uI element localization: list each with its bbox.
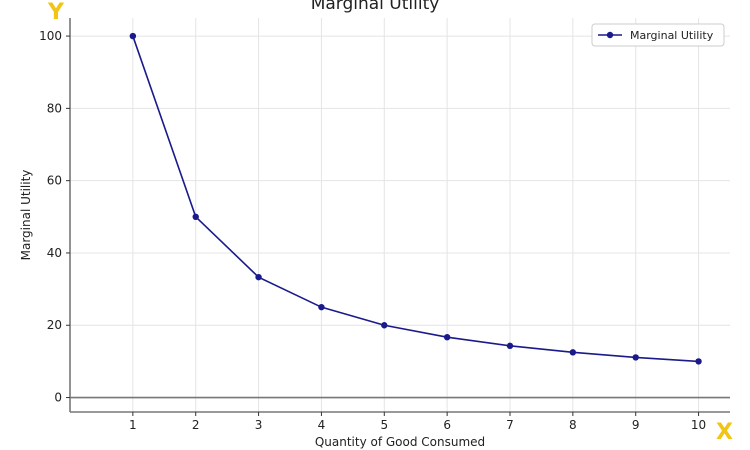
y-tick-label: 80 <box>47 101 62 115</box>
data-point <box>192 213 199 221</box>
x-tick-label: 1 <box>129 418 137 432</box>
x-axis-label: Quantity of Good Consumed <box>315 435 485 449</box>
legend-label: Marginal Utility <box>630 29 714 42</box>
x-tick-label: 10 <box>691 418 706 432</box>
y-tick-label: 60 <box>47 174 62 188</box>
y-tick-label: 0 <box>54 391 62 405</box>
legend: Marginal Utility <box>591 23 725 47</box>
y-axis-label: Marginal Utility <box>19 170 33 261</box>
data-point <box>318 303 325 311</box>
series-line <box>132 35 699 363</box>
x-tick-label: 5 <box>380 418 388 432</box>
x-tick-label: 8 <box>569 418 577 432</box>
data-point <box>129 32 137 40</box>
x-tick-label: 3 <box>255 418 263 432</box>
x-corner-label: X <box>716 420 733 445</box>
data-point <box>443 333 451 341</box>
series-group <box>129 32 702 365</box>
data-point <box>632 354 639 361</box>
x-tick-label: 2 <box>192 418 200 432</box>
grid-lines <box>70 18 730 412</box>
chart-title: Marginal Utility <box>310 0 440 14</box>
x-tick-label: 9 <box>632 418 640 432</box>
legend-marker <box>606 31 614 39</box>
x-tick-label: 4 <box>318 418 326 432</box>
data-point <box>569 349 577 356</box>
x-tick-label: 6 <box>443 418 451 432</box>
data-point <box>695 358 702 365</box>
data-point <box>255 273 262 281</box>
y-tick-label: 40 <box>47 246 62 260</box>
tick-labels: 0 20 40 60 80 100 1 2 3 4 5 6 7 8 9 10 <box>39 29 706 432</box>
legend-box <box>591 23 725 47</box>
y-tick-label: 100 <box>39 29 62 43</box>
y-tick-label: 20 <box>47 318 62 332</box>
data-point <box>381 322 388 329</box>
data-point <box>506 342 514 350</box>
x-tick-label: 7 <box>506 418 514 432</box>
y-corner-label: Y <box>48 0 64 25</box>
axes <box>69 18 730 413</box>
